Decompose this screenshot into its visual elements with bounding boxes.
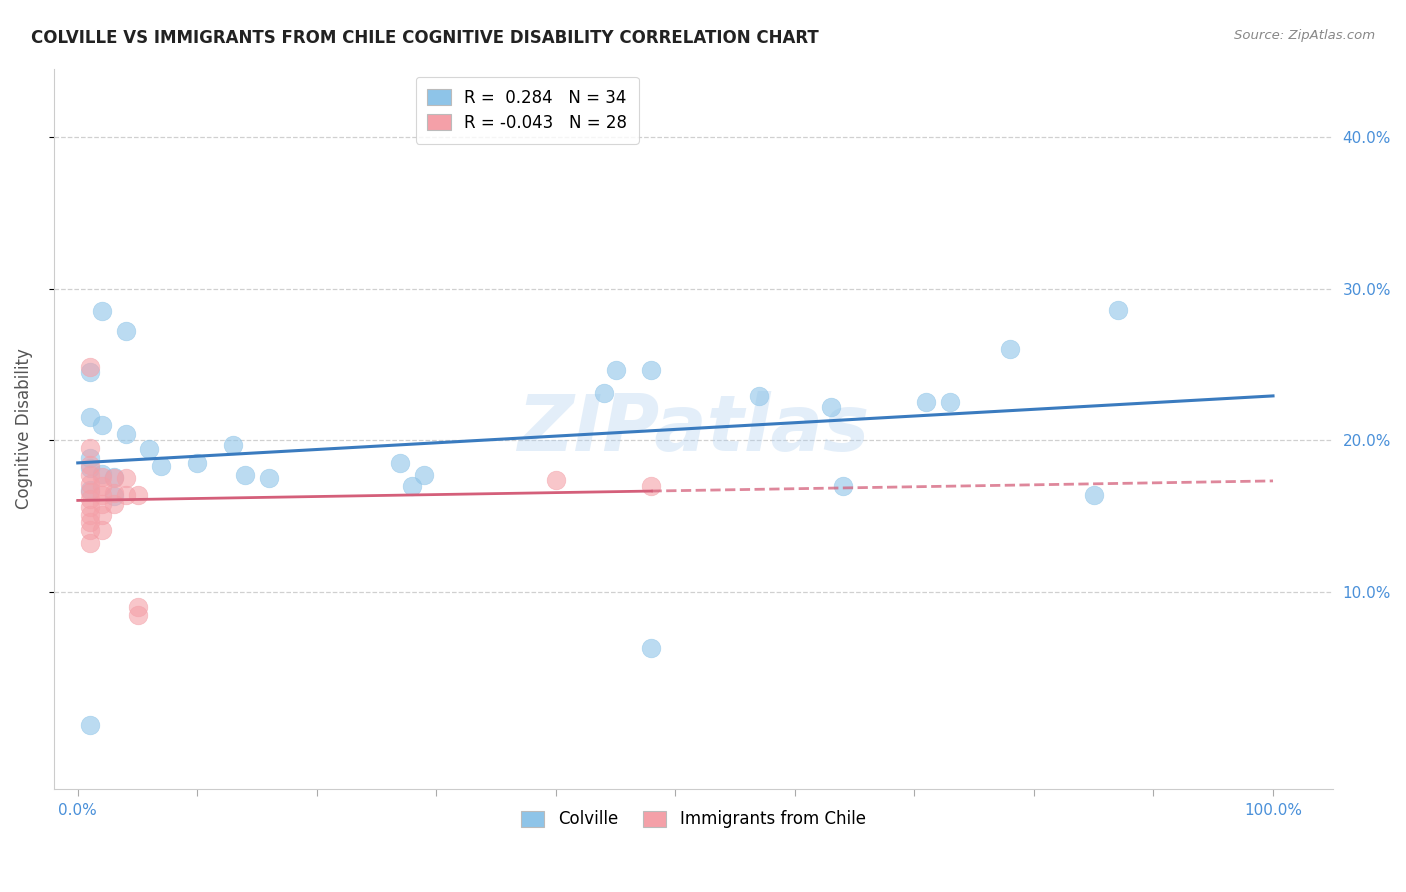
Point: [127, 607, 149, 622]
Point: [389, 456, 412, 470]
Point: [90, 304, 112, 318]
Point: [138, 442, 160, 457]
Point: [79, 718, 101, 732]
Point: [915, 395, 938, 409]
Point: [640, 641, 662, 656]
Point: [79, 410, 101, 425]
Point: [79, 508, 101, 522]
Point: [114, 427, 136, 442]
Point: [1107, 302, 1129, 317]
Point: [79, 460, 101, 475]
Point: [998, 342, 1021, 356]
Point: [605, 363, 627, 377]
Point: [640, 363, 662, 377]
Point: [401, 479, 423, 493]
Point: [127, 488, 149, 502]
Point: [939, 395, 962, 409]
Point: [413, 468, 436, 483]
Point: [544, 473, 567, 487]
Point: [127, 600, 149, 615]
Legend: Colville, Immigrants from Chile: Colville, Immigrants from Chile: [515, 804, 872, 835]
Point: [90, 418, 112, 433]
Point: [79, 468, 101, 483]
Point: [114, 471, 136, 485]
Point: [79, 477, 101, 491]
Point: [103, 471, 125, 485]
Point: [114, 324, 136, 338]
Point: [90, 469, 112, 483]
Point: [186, 456, 208, 470]
Point: [90, 497, 112, 511]
Point: [79, 484, 101, 499]
Point: [222, 438, 245, 452]
Point: [103, 489, 125, 503]
Point: [103, 469, 125, 483]
Point: [257, 471, 280, 485]
Point: [103, 486, 125, 500]
Point: [79, 500, 101, 514]
Point: [114, 488, 136, 502]
Point: [90, 508, 112, 522]
Point: [233, 468, 256, 483]
Point: [79, 515, 101, 529]
Y-axis label: Cognitive Disability: Cognitive Disability: [15, 349, 32, 509]
Point: [79, 458, 101, 472]
Point: [103, 497, 125, 511]
Point: [90, 479, 112, 493]
Point: [79, 492, 101, 507]
Point: [748, 389, 770, 403]
Point: [79, 451, 101, 466]
Text: ZIPatlas: ZIPatlas: [517, 391, 869, 467]
Text: COLVILLE VS IMMIGRANTS FROM CHILE COGNITIVE DISABILITY CORRELATION CHART: COLVILLE VS IMMIGRANTS FROM CHILE COGNIT…: [31, 29, 818, 46]
Point: [79, 523, 101, 537]
Point: [150, 458, 173, 473]
Point: [1083, 488, 1105, 502]
Text: Source: ZipAtlas.com: Source: ZipAtlas.com: [1234, 29, 1375, 42]
Point: [79, 483, 101, 498]
Point: [820, 400, 842, 414]
Point: [79, 360, 101, 375]
Point: [79, 536, 101, 550]
Point: [79, 365, 101, 379]
Point: [831, 479, 853, 493]
Point: [640, 479, 662, 493]
Point: [90, 488, 112, 502]
Point: [90, 523, 112, 537]
Point: [592, 386, 614, 401]
Point: [79, 441, 101, 455]
Point: [90, 467, 112, 481]
